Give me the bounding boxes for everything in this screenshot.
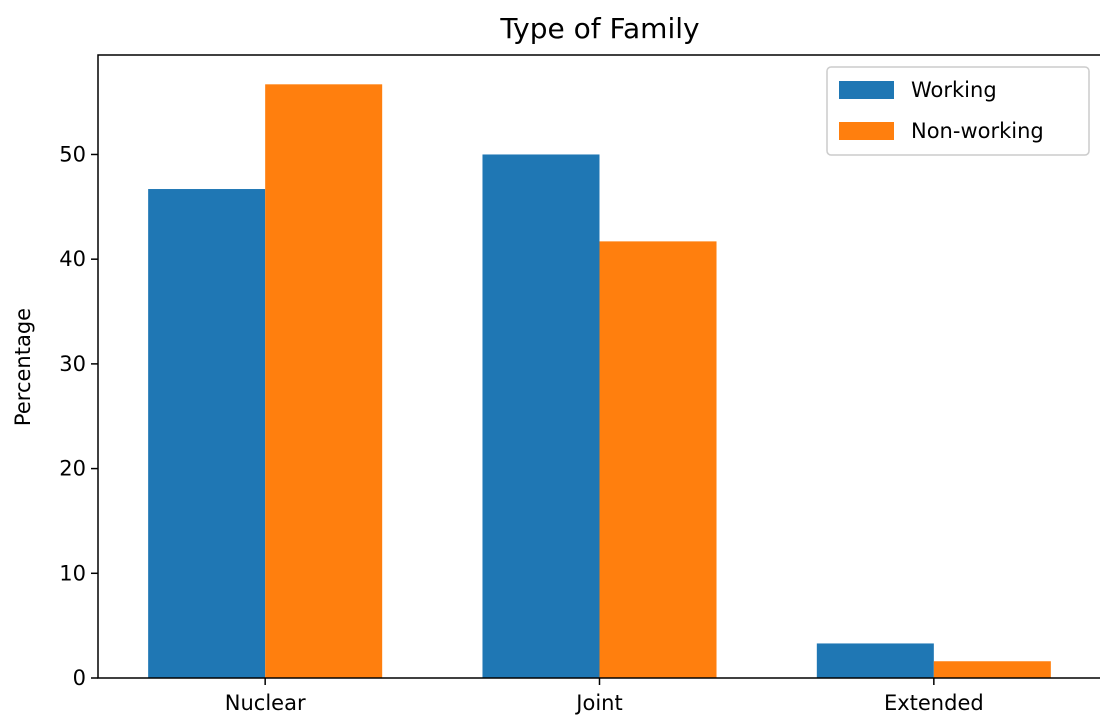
legend: Working Non-working: [826, 66, 1090, 156]
y-tick-label: 10: [59, 561, 86, 585]
y-axis-label: Percentage: [11, 308, 35, 426]
legend-label-non-working: Non-working: [911, 119, 1044, 143]
bars-group: [148, 84, 1051, 679]
ticks-group: 0 10 20 30 40 50 Nuclear Joint Extended: [59, 142, 983, 715]
y-tick-label: 0: [73, 666, 86, 690]
bar-working-joint: [482, 154, 600, 678]
chart-title: Type of Family: [499, 12, 699, 45]
x-tick-label-joint: Joint: [574, 691, 622, 715]
x-tick-label-extended: Extended: [884, 691, 984, 715]
bar-non-working-nuclear: [265, 84, 383, 679]
bar-working-nuclear: [148, 189, 266, 678]
y-tick-label: 40: [59, 247, 86, 271]
y-tick-label: 20: [59, 457, 86, 481]
x-tick-label-nuclear: Nuclear: [225, 691, 306, 715]
legend-label-working: Working: [911, 78, 997, 102]
plot-frame: [97, 54, 1100, 679]
bar-working-extended: [816, 643, 934, 678]
bar-non-working-joint: [599, 241, 717, 678]
legend-swatch-non-working: [839, 122, 894, 140]
y-tick-label: 30: [59, 352, 86, 376]
legend-swatch-working: [839, 81, 894, 99]
y-tick-label: 50: [59, 142, 86, 166]
bar-non-working-extended: [933, 661, 1051, 678]
